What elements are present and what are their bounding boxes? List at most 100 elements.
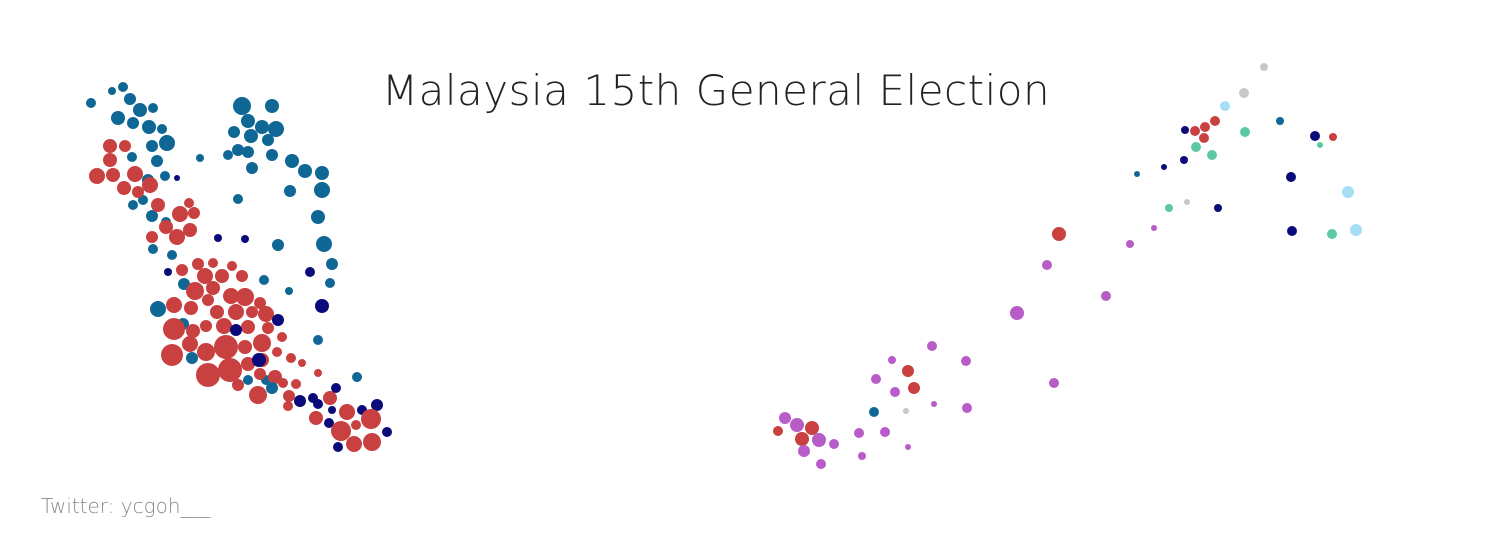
constituency-dot-red <box>339 404 355 420</box>
constituency-dot-purple <box>931 401 937 407</box>
constituency-dot-red <box>1190 126 1200 136</box>
constituency-dot-red <box>1199 133 1209 143</box>
constituency-dot-navy <box>230 324 242 336</box>
constituency-dot-red <box>163 318 185 340</box>
constituency-dot-red <box>795 432 809 446</box>
constituency-dot-teal <box>150 301 166 317</box>
constituency-dot-red <box>218 358 242 382</box>
constituency-dot-red <box>262 322 274 334</box>
constituency-dot-red <box>216 318 232 334</box>
constituency-dot-teal <box>108 87 116 95</box>
constituency-dot-red <box>331 421 351 441</box>
constituency-dot-navy <box>1180 156 1188 164</box>
constituency-dot-red <box>236 270 248 282</box>
constituency-dot-purple <box>854 428 864 438</box>
constituency-dot-red <box>361 409 381 429</box>
constituency-dot-navy <box>313 399 323 409</box>
constituency-dot-purple <box>858 452 866 460</box>
constituency-dot-red <box>172 206 188 222</box>
constituency-dot-teal <box>124 93 136 105</box>
constituency-dot-teal <box>186 352 198 364</box>
constituency-dot-lightblue <box>1342 186 1354 198</box>
constituency-dot-teal <box>146 210 158 222</box>
constituency-dot-teal <box>243 375 253 385</box>
constituency-dot-teal <box>111 111 125 125</box>
constituency-dot-red <box>183 223 197 237</box>
constituency-dot-red <box>253 334 271 352</box>
constituency-dot-teal <box>869 407 879 417</box>
constituency-dot-red <box>184 198 194 208</box>
constituency-dot-red <box>805 421 819 435</box>
constituency-dot-teal <box>244 129 258 143</box>
constituency-dot-green <box>1191 142 1201 152</box>
constituency-dot-teal <box>86 98 96 108</box>
constituency-dot-red <box>902 365 914 377</box>
constituency-dot-red <box>142 177 158 193</box>
constituency-dot-purple <box>890 387 900 397</box>
constituency-dot-lightblue <box>1220 101 1230 111</box>
constituency-dot-teal <box>142 120 156 134</box>
constituency-dot-red <box>286 353 296 363</box>
constituency-dot-purple <box>1101 291 1111 301</box>
constituency-dot-teal <box>127 117 139 129</box>
constituency-dot-teal <box>285 154 299 168</box>
constituency-dot-purple <box>880 427 890 437</box>
constituency-dot-red <box>254 368 266 380</box>
constituency-dot-teal <box>118 82 128 92</box>
constituency-dot-navy <box>324 418 334 428</box>
constituency-dot-teal <box>246 162 258 174</box>
constituency-dot-red <box>166 297 182 313</box>
constituency-dot-navy <box>164 268 172 276</box>
constituency-dot-red <box>103 139 117 153</box>
constituency-dot-red <box>1200 122 1210 132</box>
map-title: Malaysia 15th General Election <box>381 66 1051 115</box>
constituency-dot-navy <box>174 175 180 181</box>
constituency-dot-purple <box>790 418 804 432</box>
constituency-dot-purple <box>1126 240 1134 248</box>
constituency-dot-red <box>254 297 266 309</box>
constituency-dot-navy <box>371 399 383 411</box>
constituency-dot-navy <box>1214 204 1222 212</box>
constituency-dot-red <box>202 294 214 306</box>
constituency-dot-red <box>106 168 120 182</box>
constituency-dot-red <box>169 229 185 245</box>
constituency-dot-purple <box>927 341 937 351</box>
constituency-dot-teal <box>272 239 284 251</box>
constituency-dot-green <box>1317 142 1323 148</box>
constituency-dot-teal <box>151 155 163 167</box>
constituency-dot-purple <box>1049 378 1059 388</box>
constituency-dot-teal <box>133 103 147 117</box>
constituency-dot-teal <box>196 154 204 162</box>
constituency-dot-red <box>188 207 200 219</box>
constituency-dot-red <box>196 363 220 387</box>
constituency-dot-green <box>1327 229 1337 239</box>
constituency-dot-red <box>161 344 183 366</box>
constituency-dot-teal <box>1276 117 1284 125</box>
constituency-dot-red <box>238 340 252 354</box>
constituency-dot-red <box>159 220 173 234</box>
constituency-dot-teal <box>298 164 312 178</box>
constituency-dot-red <box>228 304 244 320</box>
constituency-dot-grey <box>1184 199 1190 205</box>
constituency-dot-red <box>309 411 323 425</box>
credit-text: Twitter: ycgoh___ <box>41 494 211 518</box>
constituency-dot-red <box>117 181 131 195</box>
constituency-dot-red <box>186 282 204 300</box>
constituency-dot-red <box>227 261 237 271</box>
constituency-dot-teal <box>255 120 269 134</box>
constituency-dot-navy <box>1181 126 1189 134</box>
constituency-dot-red <box>223 288 239 304</box>
constituency-dot-red <box>258 306 274 322</box>
constituency-dot-navy <box>333 442 343 452</box>
constituency-dot-red <box>192 258 204 270</box>
constituency-dot-navy <box>382 427 392 437</box>
constituency-dot-navy <box>272 314 284 326</box>
constituency-dot-grey <box>1260 63 1268 71</box>
constituency-dot-red <box>1210 116 1220 126</box>
constituency-dot-red <box>119 140 131 152</box>
constituency-dot-teal <box>325 278 335 288</box>
constituency-dot-purple <box>888 356 896 364</box>
constituency-dot-red <box>176 264 188 276</box>
constituency-dot-purple <box>905 444 911 450</box>
